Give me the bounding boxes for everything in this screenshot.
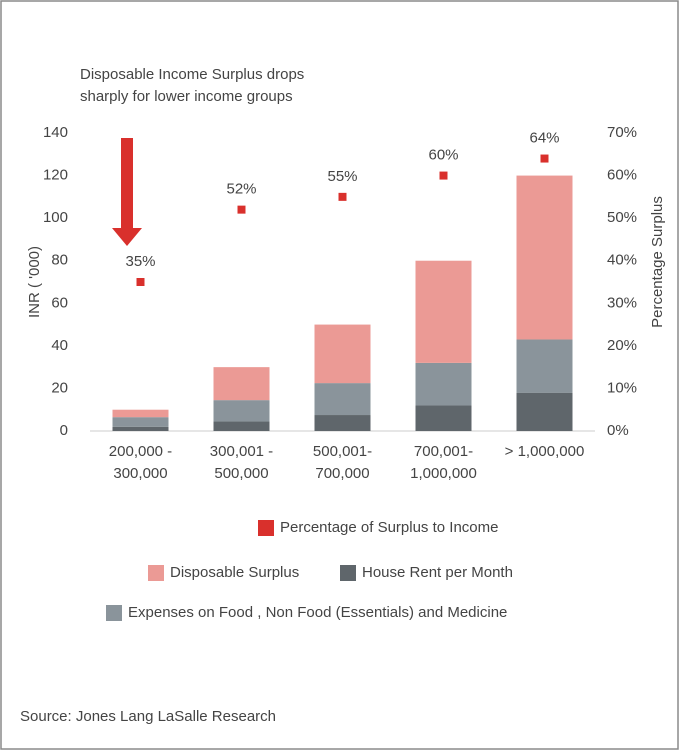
- bar-segment: [112, 417, 169, 427]
- bar-segment: [112, 426, 169, 431]
- y-tick-label: 20: [51, 379, 68, 396]
- y-tick-label: 140: [43, 124, 68, 141]
- marker: [237, 205, 246, 214]
- bar-segment: [213, 421, 270, 431]
- y2-tick-label: 70%: [607, 124, 637, 141]
- legend-swatch: [340, 565, 356, 581]
- x-tick-label: > 1,000,000: [505, 443, 585, 460]
- data-label: 52%: [226, 181, 256, 198]
- data-label: 55%: [327, 168, 357, 185]
- y2-tick-label: 20%: [607, 337, 637, 354]
- legend-label: Disposable Surplus: [170, 564, 299, 581]
- x-tick-label: 700,001-1,000,000: [410, 443, 477, 482]
- y2-tick-label: 40%: [607, 252, 637, 269]
- legend-label: Percentage of Surplus to Income: [280, 519, 498, 536]
- y-tick-label: 40: [51, 337, 68, 354]
- marker: [439, 171, 448, 180]
- bar-segment: [213, 367, 270, 401]
- bar-segment: [314, 415, 371, 431]
- y-tick-label: 0: [60, 422, 68, 439]
- bar-segment: [516, 175, 573, 340]
- data-label: 35%: [125, 253, 155, 270]
- legend-swatch: [148, 565, 164, 581]
- bar-segment: [415, 362, 472, 406]
- data-label: 60%: [428, 147, 458, 164]
- legend-label: Expenses on Food , Non Food (Essentials)…: [128, 604, 507, 621]
- bar-segment: [314, 324, 371, 384]
- y-tick-label: 120: [43, 167, 68, 184]
- bar-segment: [112, 409, 169, 418]
- y2-tick-label: 10%: [607, 379, 637, 396]
- data-label: 64%: [529, 130, 559, 147]
- x-tick-label: 500,001-700,000: [313, 443, 372, 482]
- y2-axis-label: Percentage Surplus: [649, 196, 666, 328]
- bar-segment: [516, 339, 573, 393]
- marker: [540, 154, 549, 163]
- y2-tick-label: 50%: [607, 209, 637, 226]
- legend-label: House Rent per Month: [362, 564, 513, 581]
- source: Source: Jones Lang LaSalle Research: [20, 708, 276, 725]
- y-tick-label: 60: [51, 294, 68, 311]
- y-tick-label: 100: [43, 209, 68, 226]
- x-tick-label: 200,000 -300,000: [109, 443, 172, 482]
- bar-segment: [415, 405, 472, 431]
- bar-segment: [516, 392, 573, 431]
- x-tick-label: 300,001 -500,000: [210, 443, 273, 482]
- bar-segment: [213, 400, 270, 422]
- legend-swatch: [258, 520, 274, 536]
- y-tick-label: 80: [51, 252, 68, 269]
- marker: [136, 278, 145, 286]
- legend-swatch: [106, 605, 122, 621]
- arrow: [112, 138, 142, 246]
- y2-tick-label: 30%: [607, 294, 637, 311]
- chart-title: Disposable Income Surplus drops sharply f…: [80, 66, 304, 105]
- y-axis-label: INR ( '000): [26, 246, 43, 318]
- bar-segment: [314, 383, 371, 416]
- y2-tick-label: 60%: [607, 167, 637, 184]
- marker: [338, 192, 347, 201]
- y2-tick-label: 0%: [607, 422, 629, 439]
- bar-segment: [415, 260, 472, 363]
